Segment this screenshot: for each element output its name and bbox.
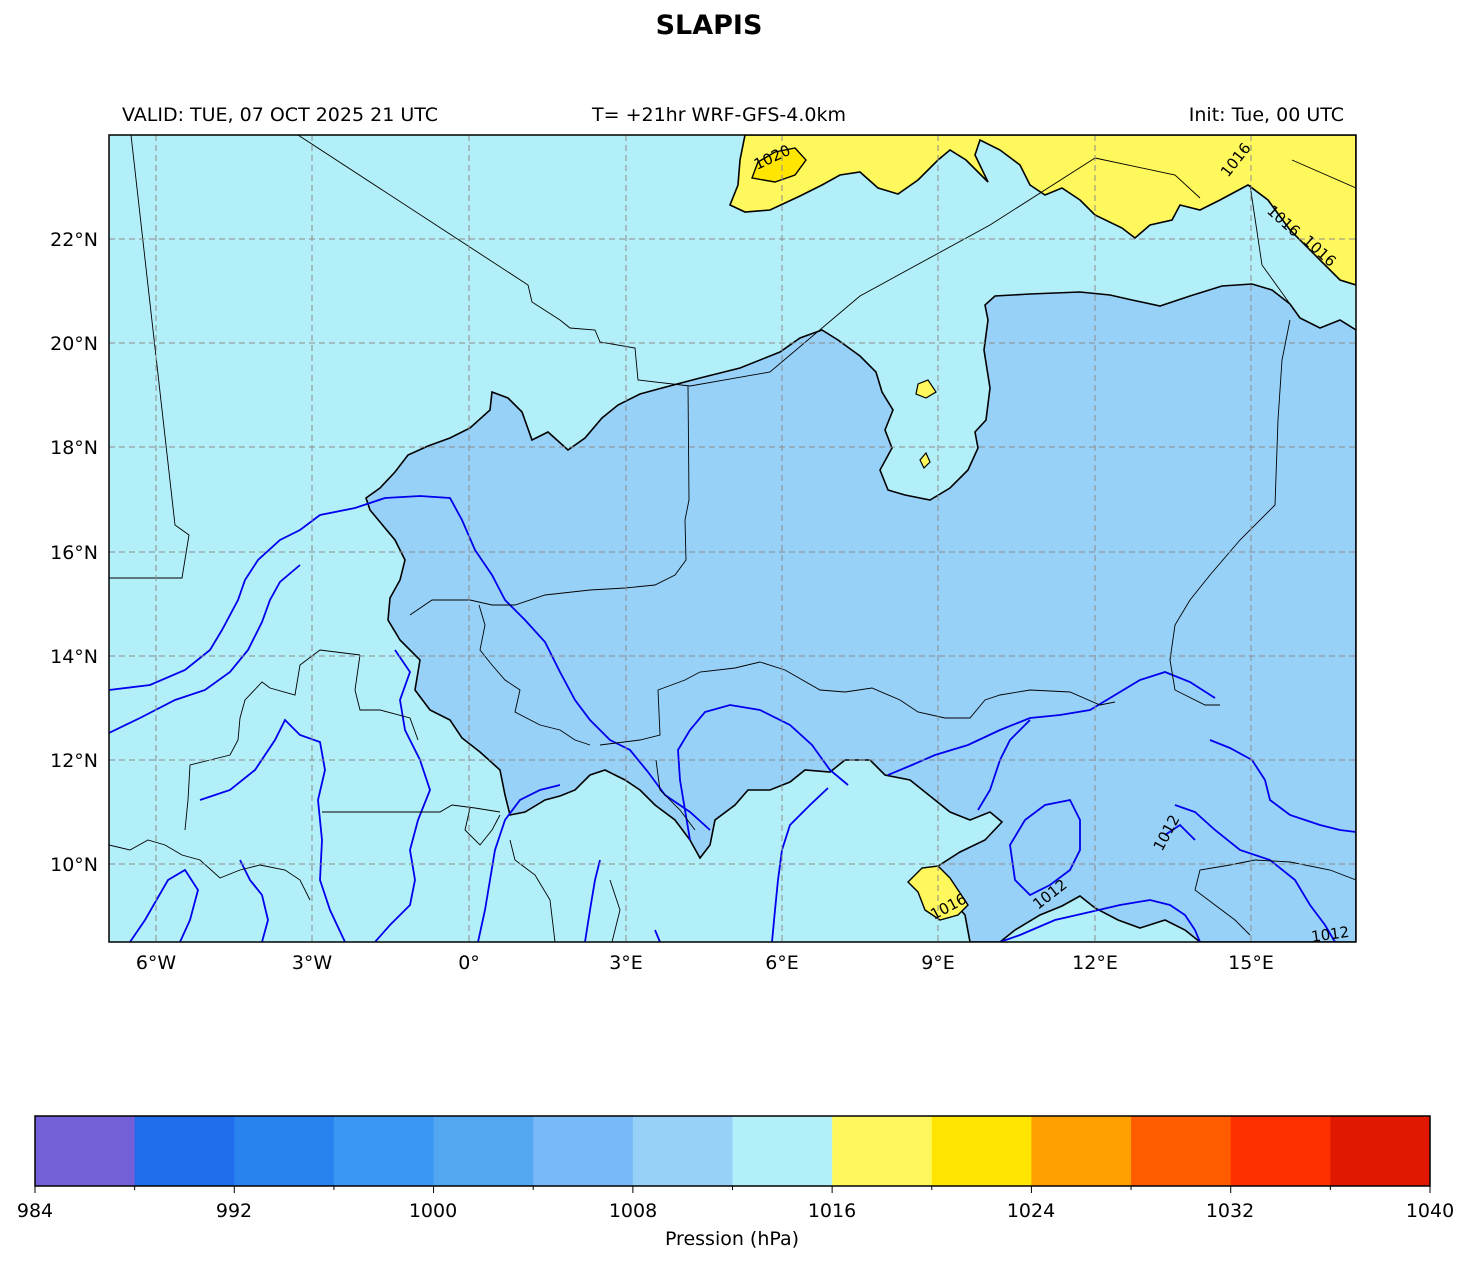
colorbar-tick-label: 992 bbox=[216, 1200, 252, 1222]
colorbar-cell bbox=[333, 1116, 435, 1186]
graticule bbox=[109, 135, 1356, 942]
pressure-fill-high-south bbox=[907, 865, 969, 921]
valid-time: VALID: TUE, 07 OCT 2025 21 UTC bbox=[122, 104, 438, 126]
lon-label: 3°W bbox=[292, 952, 333, 974]
pressure-fill-high-north bbox=[728, 135, 1356, 286]
lat-label: 22°N bbox=[50, 229, 98, 251]
pressure-fill-1008-1012 bbox=[365, 283, 1356, 942]
init-time: Init: Tue, 00 UTC bbox=[1188, 104, 1344, 126]
colorbar-cell bbox=[1131, 1116, 1232, 1186]
map-frame bbox=[108, 134, 1357, 943]
lon-label: 3°E bbox=[609, 952, 643, 974]
colorbar-cell bbox=[732, 1116, 833, 1186]
colorbar-cell bbox=[1230, 1116, 1331, 1186]
colorbar-tick-label: 1024 bbox=[1007, 1200, 1055, 1222]
pressure-fill-1020-1024 bbox=[751, 147, 807, 183]
colorbar-tick-label: 1016 bbox=[808, 1200, 856, 1222]
colorbar-tick-label: 1040 bbox=[1406, 1200, 1454, 1222]
colorbar-cell bbox=[632, 1116, 733, 1186]
colorbar-cell bbox=[931, 1116, 1032, 1186]
lat-label: 14°N bbox=[50, 646, 98, 668]
isobars bbox=[109, 495, 1356, 942]
colorbar-cell bbox=[1330, 1116, 1431, 1186]
lon-label: 12°E bbox=[1072, 952, 1118, 974]
chart-title: SLAPIS bbox=[655, 10, 763, 41]
lon-label: 9°E bbox=[921, 952, 955, 974]
lon-label: 6°W bbox=[136, 952, 177, 974]
lat-label: 18°N bbox=[50, 437, 98, 459]
colorbar bbox=[35, 1116, 1431, 1186]
lon-label: 0° bbox=[458, 952, 480, 974]
colorbar-tick-label: 1032 bbox=[1206, 1200, 1254, 1222]
lon-label: 6°E bbox=[765, 952, 799, 974]
colorbar-tick-label: 984 bbox=[17, 1200, 53, 1222]
forecast-hour: T= +21hr WRF-GFS-4.0km bbox=[592, 104, 846, 126]
lat-label: 10°N bbox=[50, 854, 98, 876]
colorbar-cell bbox=[1031, 1116, 1132, 1186]
lon-label: 15°E bbox=[1228, 952, 1274, 974]
colorbar-cell bbox=[433, 1116, 534, 1186]
lat-label: 12°N bbox=[50, 750, 98, 772]
lat-label: 16°N bbox=[50, 542, 98, 564]
colorbar-cell bbox=[533, 1116, 634, 1186]
lat-label: 20°N bbox=[50, 333, 98, 355]
contour-label: 1012 bbox=[1310, 923, 1350, 946]
colorbar-cell bbox=[234, 1116, 335, 1186]
lat-labels: 22°N 20°N 18°N 16°N 14°N 12°N 10°N bbox=[50, 229, 98, 876]
colorbar-cell bbox=[35, 1116, 136, 1186]
lon-labels: 6°W 3°W 0° 3°E 6°E 9°E 12°E 15°E bbox=[136, 952, 1274, 974]
colorbar-label: Pression (hPa) bbox=[665, 1228, 799, 1250]
map-area: 1020 1016 1016 1016 1016 1012 1012 1012 bbox=[109, 135, 1356, 946]
country-borders bbox=[109, 135, 1356, 942]
colorbar-tick-label: 1008 bbox=[609, 1200, 657, 1222]
colorbar-tick-label: 1000 bbox=[409, 1200, 457, 1222]
colorbar-ticks bbox=[34, 1186, 1431, 1193]
colorbar-labels: 984 992 1000 1008 1016 1024 1032 1040 bbox=[17, 1200, 1454, 1222]
colorbar-cell bbox=[832, 1116, 933, 1186]
colorbar-cell bbox=[134, 1116, 235, 1186]
